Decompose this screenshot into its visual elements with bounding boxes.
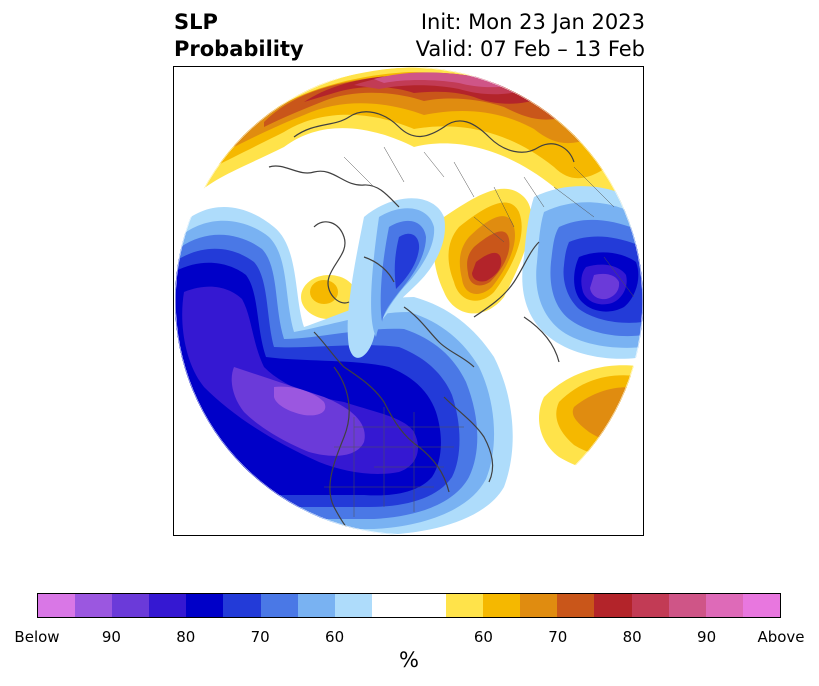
colorbar-segment — [149, 594, 187, 617]
init-date: Init: Mon 23 Jan 2023 — [420, 10, 645, 34]
probability-field — [175, 67, 643, 535]
colorbar-tick-label: 60 — [473, 628, 493, 646]
valid-date-range: Valid: 07 Feb – 13 Feb — [415, 37, 645, 61]
colorbar-segment — [631, 594, 669, 617]
colorbar-unit-label: % — [399, 648, 419, 672]
colorbar-segment — [446, 594, 484, 617]
colorbar-segment — [705, 594, 743, 617]
colorbar-segment — [75, 594, 113, 617]
colorbar-segment — [334, 594, 372, 617]
colorbar-segment — [186, 594, 224, 617]
colorbar-segment — [297, 594, 335, 617]
colorbar-segment — [483, 594, 521, 617]
title-variable: SLP — [174, 10, 218, 34]
title-product: Probability — [174, 37, 304, 61]
colorbar-segment — [742, 594, 780, 617]
colorbar-tick-label: 80 — [176, 628, 196, 646]
colorbar-segment — [223, 594, 261, 617]
colorbar-tick-label: 70 — [548, 628, 568, 646]
colorbar-tick-label: 80 — [622, 628, 642, 646]
colorbar-segment — [668, 594, 706, 617]
map-panel — [173, 66, 644, 536]
colorbar-tick-label: 90 — [101, 628, 121, 646]
polar-probability-map — [175, 67, 643, 535]
colorbar-segment — [112, 594, 150, 617]
colorbar-segment — [371, 594, 409, 617]
colorbar-segment — [38, 594, 76, 617]
colorbar-tick-label: Below — [14, 628, 60, 646]
political-borders — [324, 146, 635, 517]
plot-title-right: Init: Mon 23 Jan 2023 Valid: 07 Feb – 13… — [416, 9, 645, 63]
colorbar-segment — [260, 594, 298, 617]
colorbar-segment — [557, 594, 595, 617]
colorbar-tick-label: 70 — [250, 628, 270, 646]
colorbar-tick-label: 90 — [697, 628, 717, 646]
colorbar-tick-label: Above — [757, 628, 805, 646]
colorbar-segment — [408, 594, 447, 617]
colorbar-tick-label: 60 — [325, 628, 345, 646]
plot-title-left: SLP Probability — [174, 9, 304, 63]
colorbar-segment — [520, 594, 558, 617]
colorbar-segment — [594, 594, 632, 617]
colorbar — [37, 593, 781, 618]
